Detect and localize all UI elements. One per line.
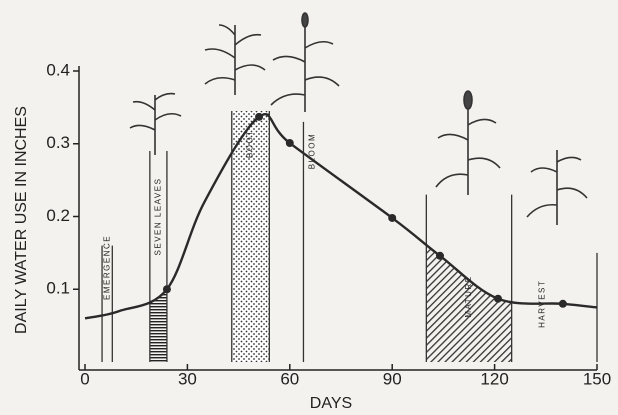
plant-harvest — [526, 150, 588, 225]
tassel — [463, 90, 473, 110]
x-tick-label: 120 — [480, 369, 508, 388]
data-point — [162, 285, 171, 294]
plant-bloom — [270, 18, 340, 112]
tassel — [301, 12, 309, 28]
x-axis-title: DAYS — [310, 395, 352, 412]
y-tick-label: 0.2 — [46, 206, 70, 225]
stage-fill — [231, 111, 270, 362]
data-point — [494, 294, 503, 303]
x-tick-label: 60 — [280, 369, 299, 388]
y-tick-label: 0.1 — [46, 279, 70, 298]
plant-small — [129, 92, 182, 155]
x-tick-label: 30 — [178, 369, 197, 388]
y-tick-label: 0.4 — [46, 60, 70, 79]
data-point — [285, 139, 294, 148]
plant-illustrations — [129, 12, 588, 225]
stage-label: BOOT — [246, 129, 255, 158]
stage-label: MATURE — [464, 275, 473, 317]
data-point — [435, 251, 444, 260]
data-point — [255, 112, 264, 121]
y-tick-label: 0.3 — [46, 133, 70, 152]
data-point — [388, 213, 397, 222]
x-tick-label: 0 — [80, 369, 89, 388]
y-axis-title: DAILY WATER USE IN INCHES — [13, 106, 30, 334]
plant-boot — [204, 24, 266, 95]
data-point — [558, 299, 567, 308]
stage-label: SEVEN LEAVES — [153, 178, 162, 256]
stage-label: EMERGENCE — [102, 235, 111, 300]
plant-mature — [435, 100, 501, 195]
x-tick-label: 150 — [583, 369, 611, 388]
stage-label: BLOOM — [308, 133, 317, 169]
x-tick-label: 90 — [383, 369, 402, 388]
